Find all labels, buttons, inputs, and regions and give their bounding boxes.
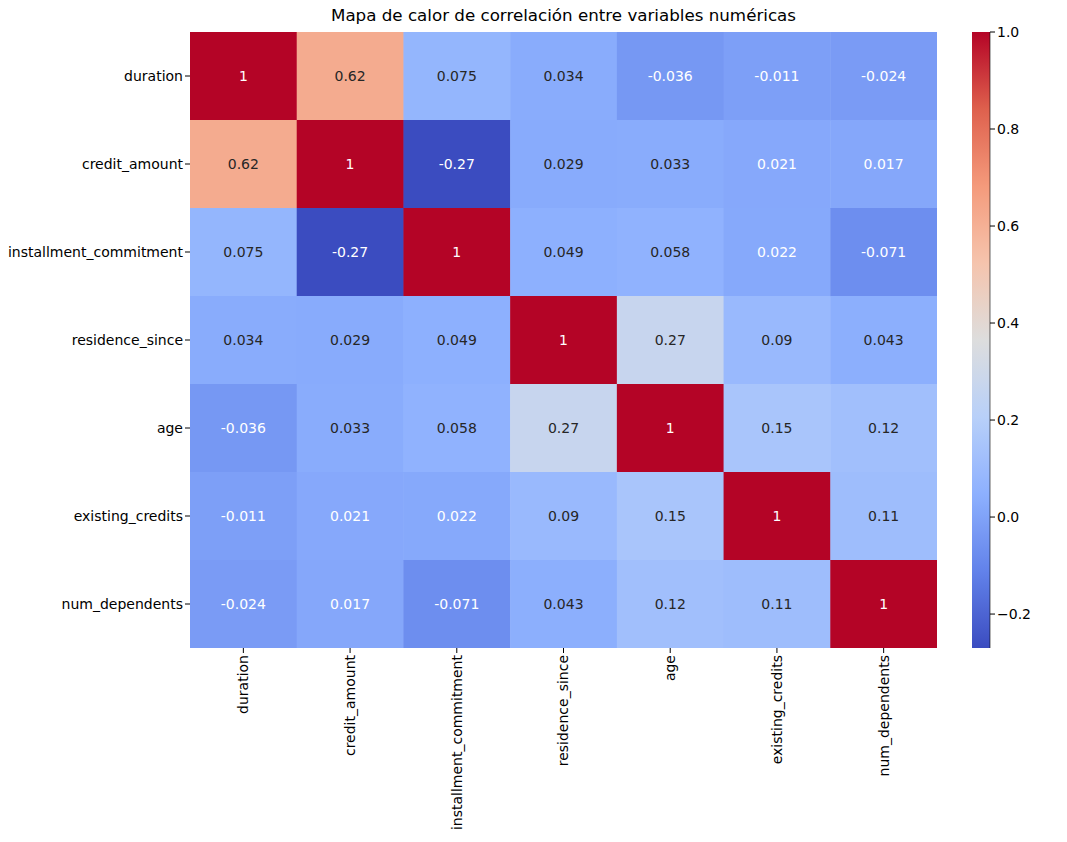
svg-text:residence_since: residence_since [555, 655, 571, 766]
svg-text:0.075: 0.075 [437, 68, 477, 84]
html-text:Mapa de calor de correlación e: Mapa de calor de correlación entre varia… [331, 5, 796, 25]
svg-text:1: 1 [559, 332, 568, 348]
svg-text:age: age [157, 420, 183, 436]
svg-text:-0.011: -0.011 [754, 68, 799, 84]
svg-text:0.022: 0.022 [437, 508, 477, 524]
svg-text:0.021: 0.021 [330, 508, 370, 524]
svg-text:0.4: 0.4 [997, 315, 1019, 331]
svg-text:0.058: 0.058 [650, 244, 690, 260]
svg-text:0.075: 0.075 [223, 244, 263, 260]
svg-text:0.62: 0.62 [228, 156, 259, 172]
svg-text:0.2: 0.2 [997, 412, 1019, 428]
svg-text:0.022: 0.022 [757, 244, 797, 260]
svg-text:-0.036: -0.036 [648, 68, 693, 84]
svg-text:0.049: 0.049 [437, 332, 477, 348]
svg-text:-0.011: -0.011 [221, 508, 266, 524]
svg-text:0.021: 0.021 [757, 156, 797, 172]
svg-text:0.058: 0.058 [437, 420, 477, 436]
svg-text:0.8: 0.8 [997, 121, 1019, 137]
svg-text:existing_credits: existing_credits [769, 655, 785, 764]
svg-text:0.034: 0.034 [543, 68, 583, 84]
svg-text:0.12: 0.12 [868, 420, 899, 436]
svg-text:0.033: 0.033 [650, 156, 690, 172]
svg-text:1: 1 [772, 508, 781, 524]
svg-text:1: 1 [346, 156, 355, 172]
svg-text:0.12: 0.12 [655, 596, 686, 612]
svg-text:existing_credits: existing_credits [74, 508, 183, 524]
svg-text:0.043: 0.043 [543, 596, 583, 612]
svg-text:-0.27: -0.27 [439, 156, 475, 172]
svg-text:0.033: 0.033 [330, 420, 370, 436]
svg-text:-0.071: -0.071 [434, 596, 479, 612]
svg-text:1.0: 1.0 [997, 24, 1019, 40]
svg-text:duration: duration [124, 68, 183, 84]
svg-text:-0.27: -0.27 [332, 244, 368, 260]
svg-text:0.15: 0.15 [655, 508, 686, 524]
svg-text:-0.024: -0.024 [861, 68, 906, 84]
svg-text:0.27: 0.27 [655, 332, 686, 348]
svg-text:1: 1 [239, 68, 248, 84]
svg-text:−0.2: −0.2 [997, 606, 1031, 622]
svg-text:1: 1 [879, 596, 888, 612]
svg-text:-0.071: -0.071 [861, 244, 906, 260]
svg-text:0.034: 0.034 [223, 332, 263, 348]
svg-text:residence_since: residence_since [72, 332, 183, 348]
svg-text:0.017: 0.017 [330, 596, 370, 612]
svg-text:duration: duration [235, 655, 251, 714]
svg-text:0.029: 0.029 [330, 332, 370, 348]
svg-text:installment_commitment: installment_commitment [8, 244, 183, 260]
svg-text:1: 1 [452, 244, 461, 260]
svg-text:0.029: 0.029 [543, 156, 583, 172]
svg-text:1: 1 [666, 420, 675, 436]
svg-text:-0.036: -0.036 [221, 420, 266, 436]
svg-text:0.15: 0.15 [761, 420, 792, 436]
svg-text:num_dependents: num_dependents [876, 655, 892, 776]
svg-text:0.0: 0.0 [997, 509, 1019, 525]
svg-text:0.11: 0.11 [868, 508, 899, 524]
svg-text:0.27: 0.27 [548, 420, 579, 436]
svg-text:0.09: 0.09 [761, 332, 792, 348]
svg-text:num_dependents: num_dependents [62, 596, 183, 612]
svg-text:0.62: 0.62 [334, 68, 365, 84]
svg-text:credit_amount: credit_amount [342, 654, 358, 756]
svg-text:credit_amount: credit_amount [82, 156, 184, 172]
svg-text:0.6: 0.6 [997, 218, 1019, 234]
svg-text:-0.024: -0.024 [221, 596, 266, 612]
svg-text:0.049: 0.049 [543, 244, 583, 260]
svg-text:0.043: 0.043 [864, 332, 904, 348]
svg-text:0.017: 0.017 [864, 156, 904, 172]
svg-text:0.11: 0.11 [761, 596, 792, 612]
svg-text:age: age [662, 655, 678, 681]
svg-text:installment_commitment: installment_commitment [449, 655, 465, 831]
svg-text:0.09: 0.09 [548, 508, 579, 524]
